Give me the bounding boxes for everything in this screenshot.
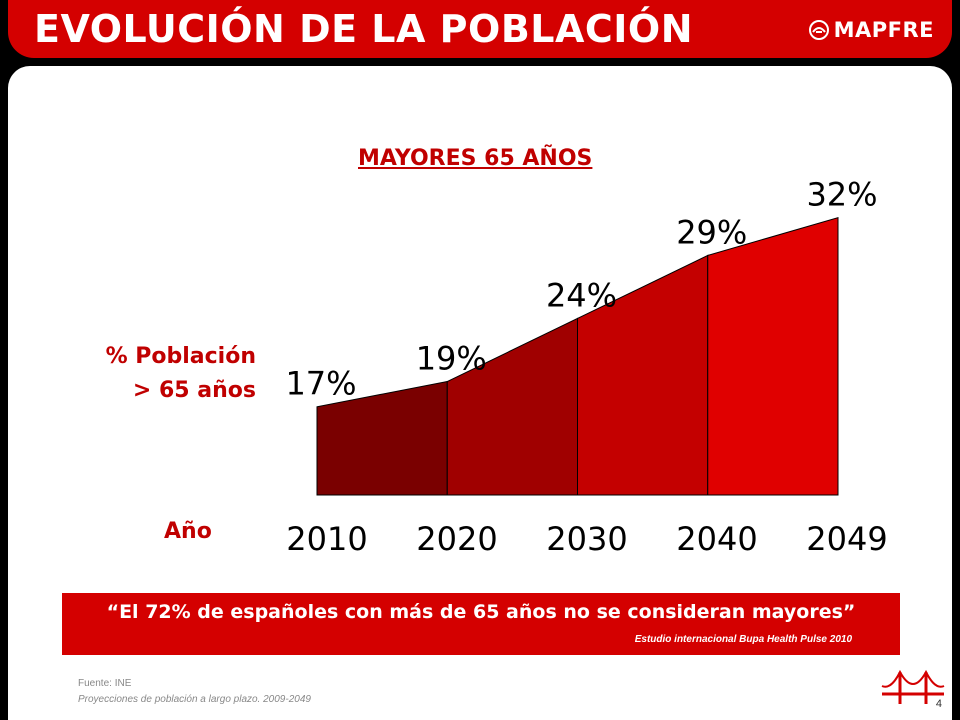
x-tick-2030: 2030 [546, 520, 627, 558]
y-axis-label-line2: > 65 años [132, 378, 256, 403]
brand-logo: MAPFRE [808, 18, 934, 42]
bridge-icon [881, 669, 945, 704]
data-label-2040: 29% [676, 213, 747, 251]
source-label: Fuente: INE [78, 678, 132, 689]
x-axis-label: Año [164, 519, 212, 544]
quote-box: “El 72% de españoles con más de 65 años … [62, 593, 900, 655]
header-bar: EVOLUCIÓN DE LA POBLACIÓN MAPFRE [8, 0, 952, 58]
y-axis-label-line1: % Población [105, 344, 256, 369]
quote-source: Estudio internacional Bupa Health Pulse … [634, 634, 852, 645]
brand-name: MAPFRE [833, 18, 934, 42]
x-tick-2040: 2040 [676, 520, 757, 558]
x-tick-2049: 2049 [806, 520, 887, 558]
data-label-2010: 17% [285, 365, 356, 403]
x-tick-2010: 2010 [286, 520, 367, 558]
source-note: Fuente: INE Proyecciones de población a … [78, 676, 311, 708]
mapfre-emblem-icon [808, 20, 829, 40]
chart-title: MAYORES 65 AÑOS [358, 146, 593, 171]
page-title: EVOLUCIÓN DE LA POBLACIÓN [34, 7, 694, 51]
area-segment-2040 [707, 216, 839, 496]
x-tick-2020: 2020 [416, 520, 497, 558]
page-number: 4 [935, 698, 942, 710]
source-detail: Proyecciones de población a largo plazo.… [78, 694, 311, 705]
data-label-2049: 32% [806, 176, 877, 214]
data-label-2030: 24% [546, 276, 617, 314]
y-axis-label: % Población > 65 años [106, 340, 256, 408]
data-label-2020: 19% [416, 340, 487, 378]
quote-text: “El 72% de españoles con más de 65 años … [106, 601, 856, 623]
